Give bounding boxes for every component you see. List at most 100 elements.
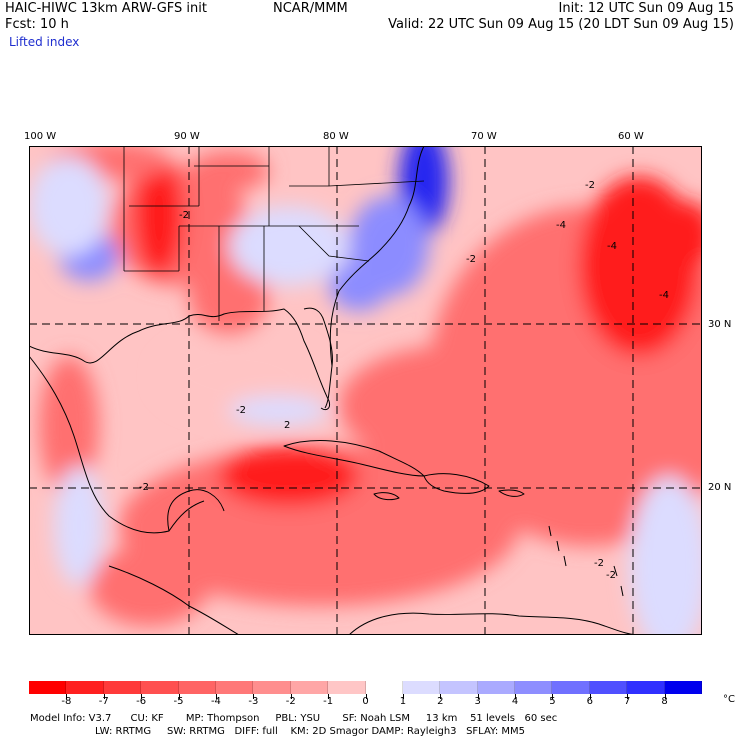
contour-label: -4 (607, 241, 617, 252)
contour-label: 2 (284, 420, 290, 431)
coastline-jamaica (373, 492, 400, 501)
coastline-south-america (348, 612, 640, 635)
colorbar-label: 7 (624, 696, 631, 707)
model-title: HAIC-HIWC 13km ARW-GFS init (5, 1, 207, 16)
coastline-puerto-rico (498, 489, 525, 497)
colorbar-label: -4 (210, 696, 221, 707)
colorbar-swatch (440, 681, 478, 694)
colorbar-swatch (552, 681, 590, 694)
colorbar-swatch (365, 681, 403, 694)
colorbar-swatch (290, 681, 329, 694)
colorbar-tick (66, 694, 68, 699)
colorbar-label: 3 (474, 696, 481, 707)
unstable-region-north (189, 151, 269, 191)
contour-label: -2 (466, 254, 476, 265)
field-name: Lifted index (9, 35, 80, 49)
colorbar-swatch (215, 681, 254, 694)
colorbar-label: 6 (586, 696, 594, 707)
colorbar-tick (664, 694, 666, 699)
colorbar-swatch (627, 681, 665, 694)
colorbar-label: -6 (136, 696, 147, 707)
contour-label: -2 (606, 570, 616, 581)
colorbar-swatch (328, 681, 366, 694)
longitude-label: 90 W (174, 131, 200, 142)
colorbar-tick (103, 694, 105, 699)
lifted-index-map: -2 -4 -4 -4 -2 -2 -2 2 -2 -2 -2 (29, 146, 702, 635)
colorbar-swatch (664, 681, 703, 694)
contour-label: -4 (556, 220, 566, 231)
forecast-hour: Fcst: 10 h (5, 17, 69, 32)
valid-time: Valid: 22 UTC Sun 09 Aug 15 (20 LDT Sun … (388, 17, 734, 32)
colorbar-tick (515, 694, 517, 699)
longitude-label: 70 W (471, 131, 497, 142)
unstable-region-atlantic (339, 346, 559, 466)
colorbar-swatch (141, 681, 179, 694)
colorbar-label: 8 (661, 696, 668, 707)
model-info-line2: LW: RRTMG SW: RRTMG DIFF: full KM: 2D Sm… (95, 726, 525, 737)
colorbar-swatch (515, 681, 553, 694)
latitude-label: 20 N (708, 482, 732, 493)
state-border (123, 146, 425, 321)
colorbar-tick (589, 694, 591, 699)
colorbar-label: 4 (511, 696, 519, 707)
unstable-region-mississippi (134, 156, 184, 276)
colorbar-swatch (178, 681, 216, 694)
colorbar-tick (215, 694, 217, 699)
colorbar-swatch (253, 681, 291, 694)
colorbar-label: 0 (362, 696, 369, 707)
stable-region-east (629, 476, 702, 635)
colorbar-swatch (402, 681, 441, 694)
map-canvas: -2 -4 -4 -4 -2 -2 -2 2 -2 -2 -2 (29, 146, 702, 635)
colorbar-label: -3 (248, 696, 259, 707)
colorbar-tick (440, 694, 442, 699)
coastline-gulf (29, 308, 330, 411)
unstable-region-central-america (89, 546, 209, 626)
unstable-region-core (664, 201, 702, 271)
unstable-region-caribbean (119, 446, 519, 606)
colorbar-tick (290, 694, 292, 699)
coastline-atlantic (329, 146, 425, 367)
unstable-region-mexico (39, 356, 99, 496)
colorbar (29, 681, 703, 694)
colorbar-tick (365, 694, 367, 699)
colorbar-tick (253, 694, 255, 699)
center-label: NCAR/MMM (273, 1, 348, 16)
stable-region-mexico (54, 466, 104, 586)
coastline-mexico (29, 355, 205, 534)
colorbar-swatch (29, 681, 67, 694)
colorbar-label: -5 (173, 696, 184, 707)
colorbar-tick (477, 694, 479, 699)
island-chain (548, 525, 624, 597)
contour-label: -2 (594, 558, 604, 569)
stable-region-georgia (329, 261, 389, 311)
colorbar-label: -8 (61, 696, 72, 707)
colorbar-unit: °C (723, 694, 735, 705)
colorbar-label: 5 (549, 696, 556, 707)
colorbar-tick (627, 694, 629, 699)
colorbar-label: -7 (98, 696, 109, 707)
colorbar-label: 2 (437, 696, 444, 707)
longitude-label: 80 W (323, 131, 349, 142)
stable-region-southeast (229, 206, 349, 286)
contour-label: -2 (179, 210, 189, 221)
colorbar-tick (552, 694, 554, 699)
unstable-region-caribbean (219, 446, 359, 506)
stable-region-gulf (229, 396, 329, 426)
colorbar-label: -1 (323, 696, 334, 707)
colorbar-label: -2 (285, 696, 296, 707)
map-border (29, 146, 702, 635)
colorbar-swatch (477, 681, 516, 694)
colorbar-swatch (589, 681, 628, 694)
colorbar-tick (328, 694, 330, 699)
longitude-label: 60 W (618, 131, 644, 142)
init-time: Init: 12 UTC Sun 09 Aug 15 (558, 1, 734, 16)
colorbar-tick (141, 694, 143, 699)
longitude-label: 100 W (24, 131, 57, 142)
contour-label: -4 (659, 290, 669, 301)
latitude-label: 30 N (708, 319, 732, 330)
model-info-line1: Model Info: V3.7 CU: KF MP: Thompson PBL… (30, 713, 558, 724)
contour-label: -2 (585, 180, 595, 191)
colorbar-tick (402, 694, 404, 699)
stable-region-texas (29, 156, 109, 256)
colorbar-tick (178, 694, 180, 699)
